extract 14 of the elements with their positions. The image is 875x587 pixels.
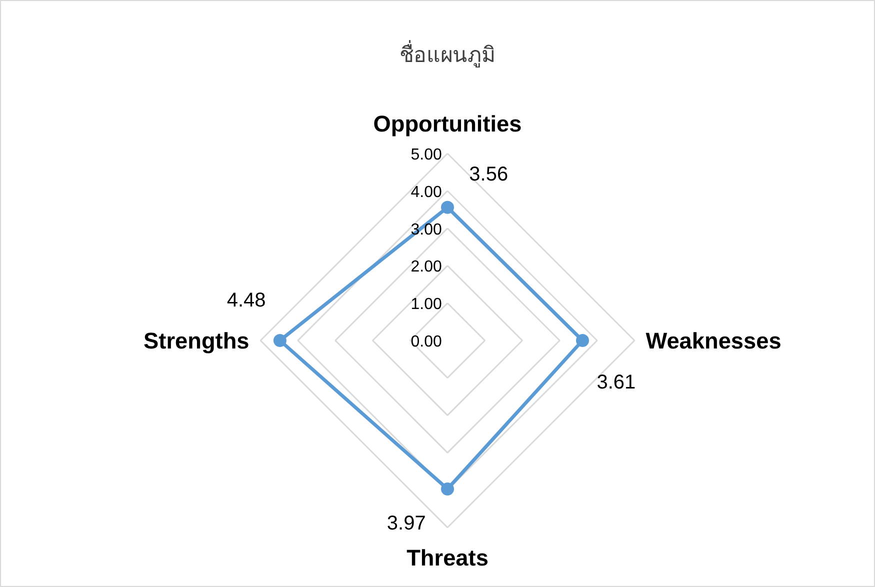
data-label: 3.61 bbox=[596, 372, 636, 394]
data-label: 4.48 bbox=[226, 289, 266, 312]
data-label: 3.97 bbox=[386, 512, 426, 535]
data-label: 3.56 bbox=[469, 164, 508, 186]
chart-title: ชื่อแผนภูมิ bbox=[400, 40, 496, 68]
y-tick-label: 4.00 bbox=[410, 184, 442, 201]
y-tick-label: 5.00 bbox=[410, 146, 442, 164]
spoke-label: Strengths bbox=[144, 328, 250, 354]
y-tick-label: 2.00 bbox=[410, 258, 442, 276]
spoke-label: Threats bbox=[406, 544, 488, 570]
y-tick-label: 1.00 bbox=[410, 296, 442, 314]
spoke-label: Weaknesses bbox=[646, 328, 782, 354]
y-tick-label: 0.00 bbox=[410, 334, 442, 350]
spoke-label: Opportunities bbox=[373, 110, 522, 137]
